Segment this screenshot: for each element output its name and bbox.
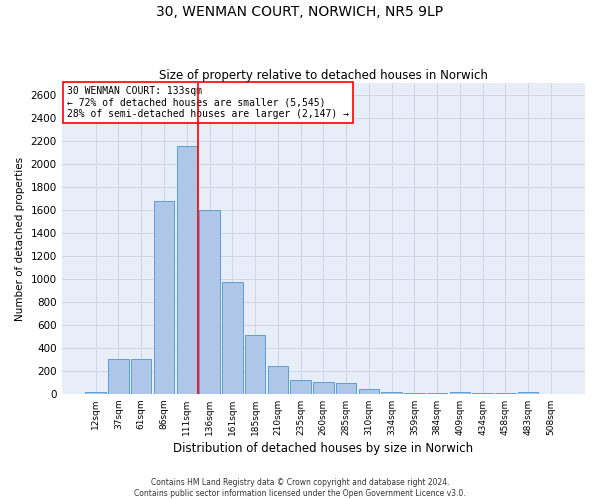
Bar xyxy=(336,383,356,394)
Bar xyxy=(245,335,265,394)
Bar xyxy=(404,393,425,394)
Bar xyxy=(449,392,470,394)
Bar xyxy=(427,393,448,394)
Bar xyxy=(290,380,311,394)
Bar xyxy=(176,146,197,394)
Bar xyxy=(472,393,493,394)
Bar xyxy=(268,366,288,394)
X-axis label: Distribution of detached houses by size in Norwich: Distribution of detached houses by size … xyxy=(173,442,473,455)
Text: Contains HM Land Registry data © Crown copyright and database right 2024.
Contai: Contains HM Land Registry data © Crown c… xyxy=(134,478,466,498)
Bar xyxy=(154,200,174,394)
Y-axis label: Number of detached properties: Number of detached properties xyxy=(15,156,25,320)
Bar xyxy=(359,389,379,394)
Bar xyxy=(382,392,402,394)
Bar xyxy=(495,393,515,394)
Bar xyxy=(131,360,151,394)
Text: 30 WENMAN COURT: 133sqm
← 72% of detached houses are smaller (5,545)
28% of semi: 30 WENMAN COURT: 133sqm ← 72% of detache… xyxy=(67,86,349,120)
Bar xyxy=(518,392,538,394)
Text: 30, WENMAN COURT, NORWICH, NR5 9LP: 30, WENMAN COURT, NORWICH, NR5 9LP xyxy=(157,5,443,19)
Bar xyxy=(108,360,129,394)
Bar xyxy=(313,382,334,394)
Bar xyxy=(85,392,106,394)
Bar xyxy=(199,210,220,394)
Title: Size of property relative to detached houses in Norwich: Size of property relative to detached ho… xyxy=(159,69,488,82)
Bar xyxy=(222,282,242,394)
